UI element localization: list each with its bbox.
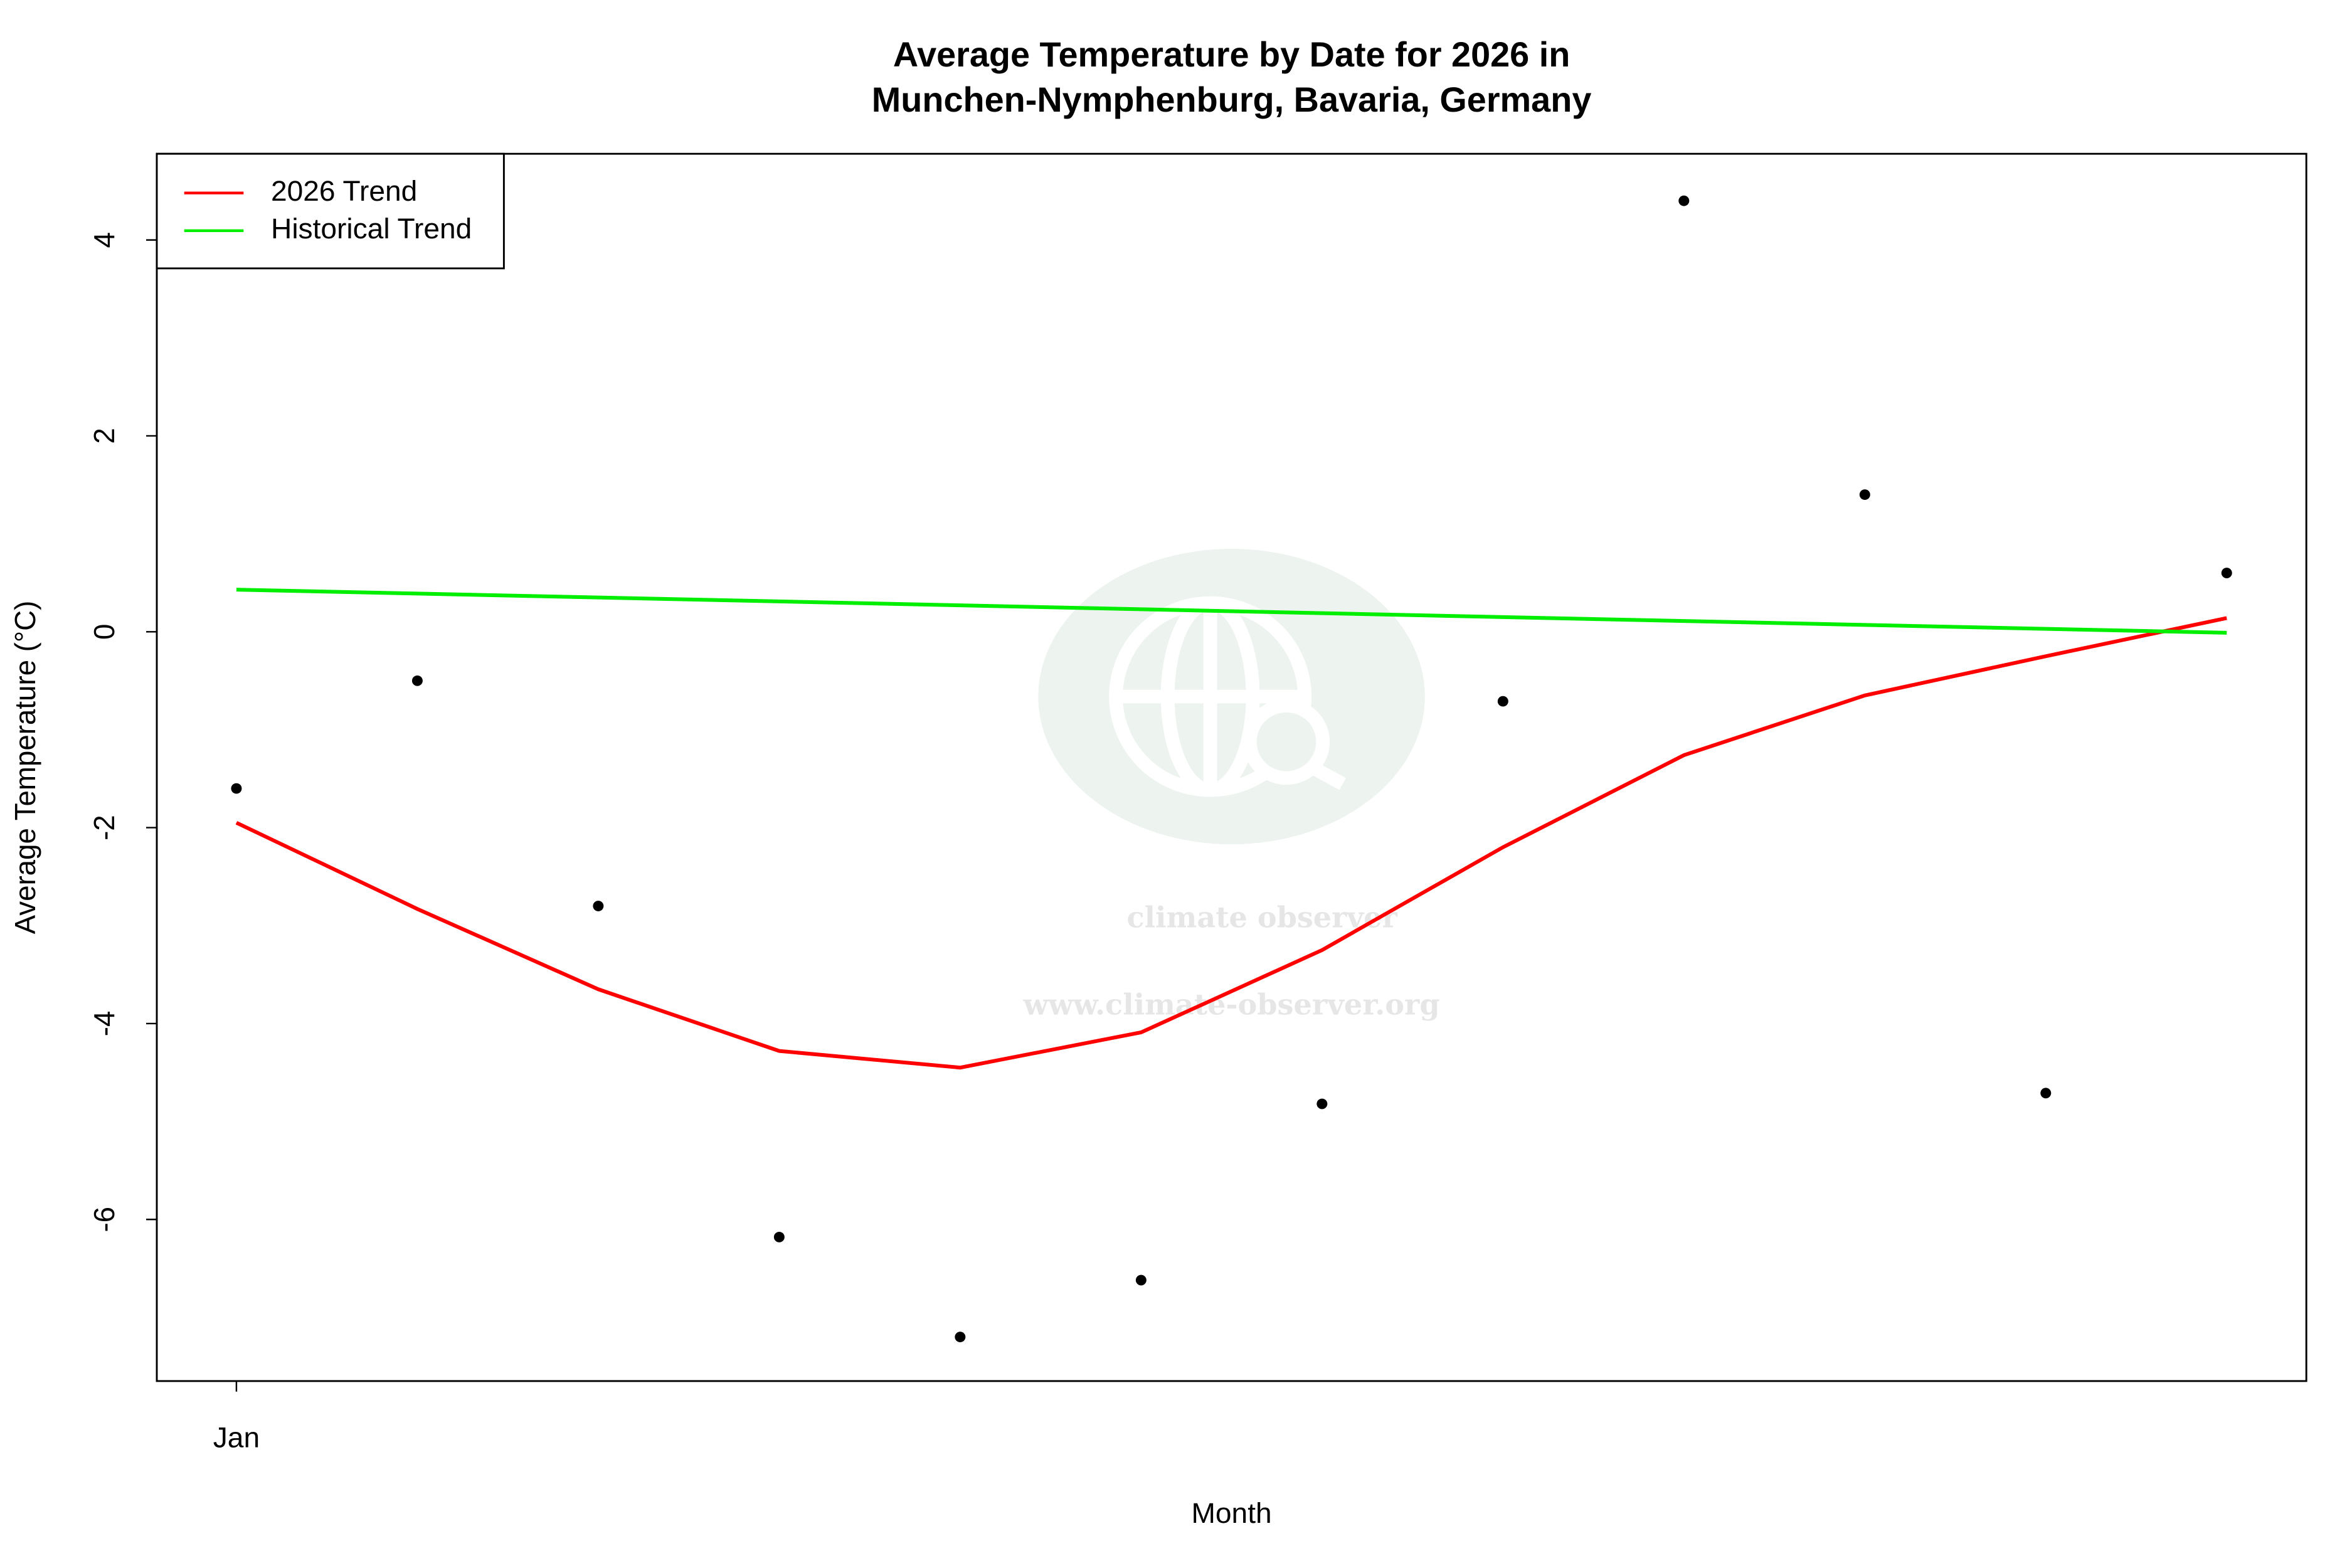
x-tick-label: Jan [213,1421,260,1454]
chart-subtitle: Munchen-Nymphenburg, Bavaria, Germany [872,80,1592,119]
data-point [955,1332,966,1343]
watermark: climate observer www.climate-observer.or… [1023,549,1440,1022]
legend-label: Historical Trend [271,212,472,245]
data-point [231,783,242,794]
watermark-text: climate observer [1126,900,1397,934]
data-point [593,901,604,911]
data-point [1316,1098,1328,1110]
y-tick-label: 2 [88,428,120,443]
y-tick-label: 0 [88,624,120,640]
chart-title: Average Temperature by Date for 2026 in [893,35,1571,74]
data-point [1135,1274,1147,1286]
watermark-icon [1109,596,1347,797]
plot-frame [156,152,2307,1382]
data-point [1497,696,1508,707]
legend-box [156,152,505,270]
data-point [1678,195,1690,206]
data-point [1859,489,1870,501]
y-tick-label: 4 [88,232,120,248]
y-tick-label: -6 [88,1207,120,1232]
y-axis-label: Average Temperature (°C) [9,601,41,935]
y-tick-label: -2 [88,815,120,840]
data-point [2040,1088,2052,1099]
y-tick-label: -4 [88,1011,120,1037]
trend-line [236,588,2227,635]
data-point [2221,568,2232,578]
legend-label: 2026 Trend [271,174,417,207]
x-axis-label: Month [1192,1496,1272,1529]
trend-line [235,616,2227,1070]
data-point [773,1231,785,1242]
data-point [411,675,423,686]
